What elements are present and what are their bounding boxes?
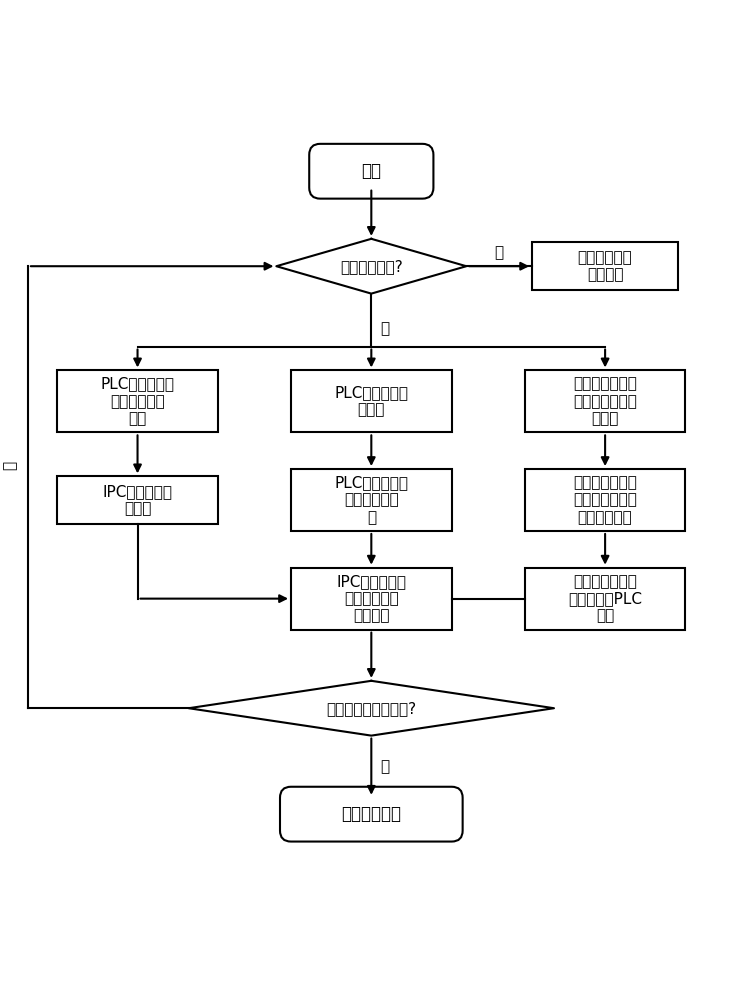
- Text: PLC采集推进油
缸行程传感器
行程: PLC采集推进油 缸行程传感器 行程: [100, 376, 174, 426]
- Polygon shape: [276, 239, 466, 294]
- Text: PLC控制刀盘电
机、推进泵运
行: PLC控制刀盘电 机、推进泵运 行: [334, 475, 408, 525]
- Text: PLC控制选择掘
进模式: PLC控制选择掘 进模式: [334, 385, 408, 418]
- Text: 根据手动输入
要求输出: 根据手动输入 要求输出: [578, 250, 632, 282]
- Text: 偏差值超出设定要求?: 偏差值超出设定要求?: [326, 701, 416, 716]
- Bar: [291, 370, 452, 432]
- Bar: [291, 469, 452, 531]
- Bar: [532, 242, 678, 290]
- Text: 否: 否: [2, 461, 17, 470]
- Text: 否: 否: [494, 245, 504, 260]
- Text: IPC计算推进油
缸速度: IPC计算推进油 缸速度: [103, 484, 173, 516]
- Bar: [57, 370, 218, 432]
- Text: 开始: 开始: [362, 162, 382, 180]
- Text: 是: 是: [380, 321, 389, 336]
- Bar: [525, 469, 686, 531]
- FancyBboxPatch shape: [309, 144, 433, 199]
- Bar: [525, 568, 686, 630]
- Text: 导向测量装置将
偏差值写到PLC
内存: 导向测量装置将 偏差值写到PLC 内存: [568, 574, 642, 624]
- Bar: [291, 568, 452, 630]
- Bar: [57, 476, 218, 524]
- Text: 是否自动纠偏?: 是否自动纠偏?: [340, 259, 403, 274]
- Bar: [525, 370, 686, 432]
- Text: IPC纠偏算法，
修改各组推进
油缸速度: IPC纠偏算法， 修改各组推进 油缸速度: [337, 574, 407, 624]
- Text: 导向测量装置测
量盾构机当前运
行情况: 导向测量装置测 量盾构机当前运 行情况: [573, 376, 637, 426]
- Text: 与工程图设计图
比较计算当前运
行情况偏差值: 与工程图设计图 比较计算当前运 行情况偏差值: [573, 475, 637, 525]
- Text: 结束自动纠偏: 结束自动纠偏: [341, 805, 401, 823]
- Polygon shape: [189, 681, 554, 736]
- FancyBboxPatch shape: [280, 787, 463, 842]
- Text: 是: 是: [380, 759, 389, 774]
